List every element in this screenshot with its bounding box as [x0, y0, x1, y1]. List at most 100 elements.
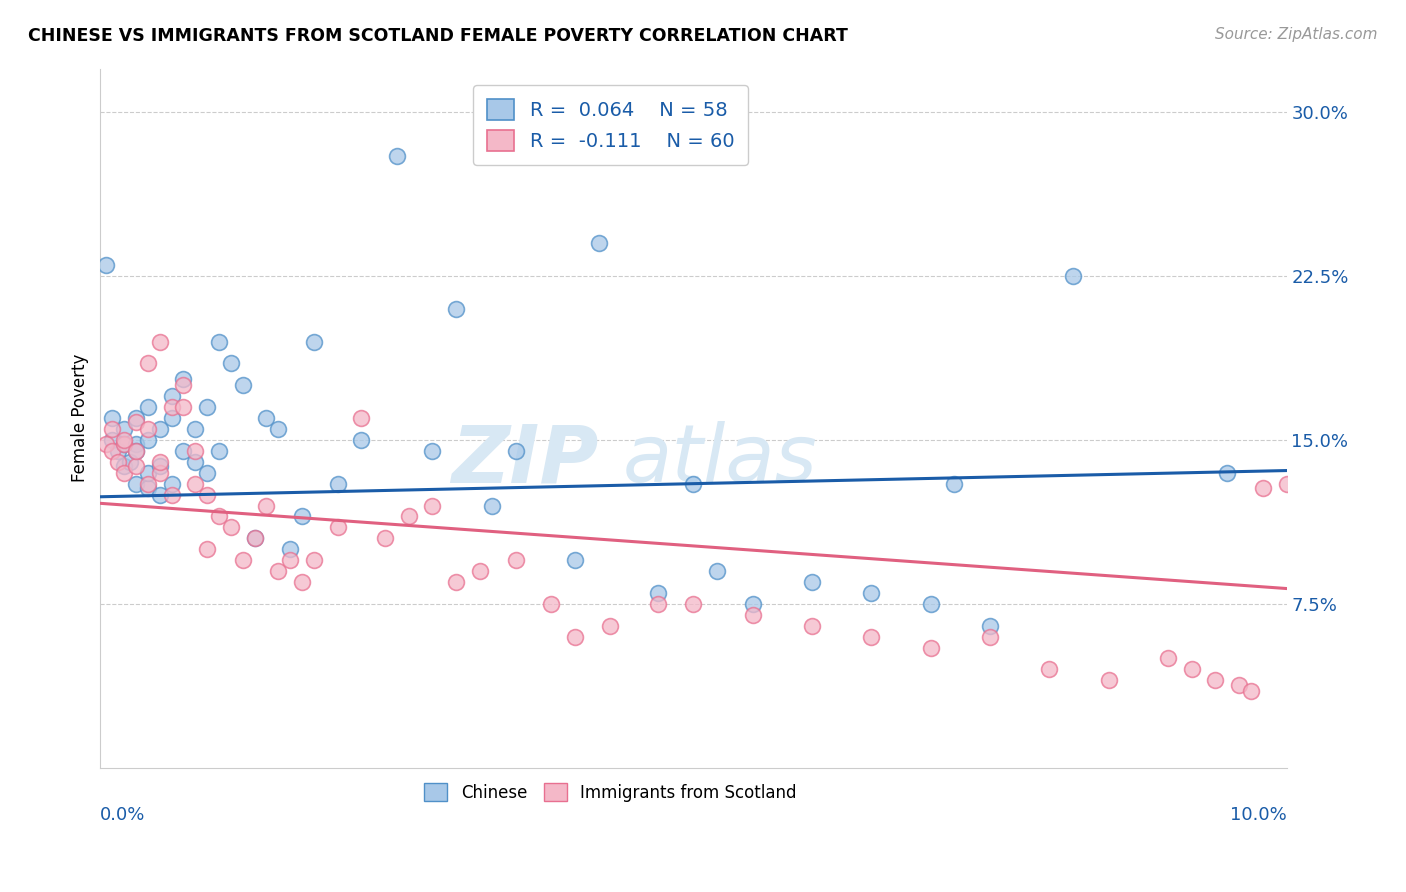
Point	[326, 520, 349, 534]
Point	[291, 509, 314, 524]
Point	[920, 640, 942, 655]
Point	[505, 443, 527, 458]
Point	[1038, 662, 1060, 676]
Point	[149, 334, 172, 349]
Point	[195, 400, 218, 414]
Point	[1062, 269, 1084, 284]
Point	[243, 531, 266, 545]
Point	[112, 459, 135, 474]
Point	[118, 455, 141, 469]
Point	[96, 258, 118, 272]
Point	[136, 422, 159, 436]
Point	[96, 437, 118, 451]
Point	[136, 433, 159, 447]
Point	[136, 400, 159, 414]
Point	[481, 499, 503, 513]
Point	[278, 542, 301, 557]
Point	[125, 443, 148, 458]
Point	[422, 443, 444, 458]
Point	[243, 531, 266, 545]
Point	[112, 466, 135, 480]
Point	[1157, 651, 1180, 665]
Point	[184, 476, 207, 491]
Point	[943, 476, 966, 491]
Point	[267, 564, 290, 578]
Point	[184, 443, 207, 458]
Point	[302, 334, 325, 349]
Point	[184, 455, 207, 469]
Point	[254, 499, 277, 513]
Point	[160, 400, 183, 414]
Point	[564, 630, 586, 644]
Point	[160, 389, 183, 403]
Point	[160, 411, 183, 425]
Point	[160, 476, 183, 491]
Point	[125, 443, 148, 458]
Point	[1098, 673, 1121, 688]
Point	[706, 564, 728, 578]
Point	[302, 553, 325, 567]
Point	[112, 437, 135, 451]
Point	[468, 564, 491, 578]
Point	[599, 618, 621, 632]
Point	[1216, 466, 1239, 480]
Point	[1275, 476, 1298, 491]
Point	[422, 499, 444, 513]
Point	[101, 433, 124, 447]
Text: atlas: atlas	[623, 421, 817, 499]
Point	[979, 618, 1001, 632]
Point	[350, 433, 373, 447]
Point	[588, 236, 610, 251]
Point	[505, 553, 527, 567]
Point	[149, 422, 172, 436]
Point	[125, 437, 148, 451]
Point	[374, 531, 396, 545]
Point	[160, 487, 183, 501]
Point	[979, 630, 1001, 644]
Point	[232, 378, 254, 392]
Point	[136, 466, 159, 480]
Legend: Chinese, Immigrants from Scotland: Chinese, Immigrants from Scotland	[418, 776, 804, 808]
Point	[184, 422, 207, 436]
Point	[172, 378, 194, 392]
Point	[136, 481, 159, 495]
Point	[172, 443, 194, 458]
Point	[398, 509, 420, 524]
Point	[385, 149, 408, 163]
Point	[208, 509, 231, 524]
Point	[101, 443, 124, 458]
Point	[195, 542, 218, 557]
Point	[1181, 662, 1204, 676]
Point	[219, 520, 242, 534]
Point	[149, 459, 172, 474]
Point	[195, 466, 218, 480]
Point	[860, 586, 883, 600]
Point	[125, 416, 148, 430]
Point	[860, 630, 883, 644]
Point	[920, 597, 942, 611]
Point	[136, 356, 159, 370]
Point	[350, 411, 373, 425]
Point	[107, 443, 129, 458]
Text: 10.0%: 10.0%	[1230, 806, 1286, 824]
Point	[232, 553, 254, 567]
Point	[107, 455, 129, 469]
Point	[172, 400, 194, 414]
Text: Source: ZipAtlas.com: Source: ZipAtlas.com	[1215, 27, 1378, 42]
Point	[1204, 673, 1226, 688]
Point	[267, 422, 290, 436]
Point	[647, 597, 669, 611]
Point	[564, 553, 586, 567]
Point	[682, 597, 704, 611]
Point	[208, 443, 231, 458]
Point	[291, 574, 314, 589]
Point	[444, 574, 467, 589]
Point	[444, 301, 467, 316]
Y-axis label: Female Poverty: Female Poverty	[72, 354, 89, 483]
Point	[801, 618, 824, 632]
Point	[125, 411, 148, 425]
Point	[326, 476, 349, 491]
Point	[149, 455, 172, 469]
Point	[101, 411, 124, 425]
Point	[112, 433, 135, 447]
